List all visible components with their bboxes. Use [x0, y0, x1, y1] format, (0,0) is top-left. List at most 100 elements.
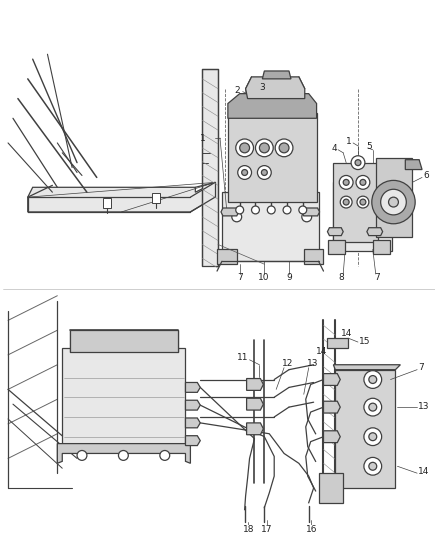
- Polygon shape: [185, 400, 200, 410]
- Circle shape: [381, 189, 406, 215]
- Polygon shape: [262, 71, 291, 79]
- Circle shape: [251, 206, 259, 214]
- Circle shape: [355, 160, 361, 166]
- Circle shape: [283, 206, 291, 214]
- Text: 17: 17: [261, 525, 273, 533]
- Polygon shape: [247, 398, 263, 410]
- Circle shape: [369, 376, 377, 383]
- Circle shape: [240, 143, 250, 153]
- Polygon shape: [222, 192, 318, 261]
- Circle shape: [160, 450, 170, 461]
- Polygon shape: [57, 443, 191, 463]
- Circle shape: [118, 450, 128, 461]
- Polygon shape: [376, 158, 412, 237]
- Polygon shape: [28, 182, 215, 212]
- Polygon shape: [221, 208, 239, 216]
- Polygon shape: [247, 423, 263, 435]
- Polygon shape: [217, 249, 237, 264]
- Text: 14: 14: [316, 348, 327, 357]
- Text: 14: 14: [418, 467, 430, 475]
- Polygon shape: [324, 374, 340, 385]
- Polygon shape: [318, 473, 343, 503]
- Circle shape: [343, 180, 349, 185]
- Circle shape: [369, 403, 377, 411]
- Polygon shape: [247, 378, 263, 390]
- Circle shape: [389, 197, 399, 207]
- Text: 7: 7: [418, 363, 424, 372]
- Polygon shape: [246, 77, 305, 99]
- Text: 7: 7: [374, 273, 379, 282]
- Polygon shape: [302, 208, 320, 216]
- Text: 16: 16: [306, 525, 317, 533]
- Circle shape: [242, 169, 247, 175]
- Polygon shape: [328, 228, 343, 236]
- Circle shape: [232, 212, 242, 222]
- Bar: [152, 193, 160, 203]
- Circle shape: [267, 206, 275, 214]
- Circle shape: [279, 143, 289, 153]
- Text: 4: 4: [332, 144, 337, 154]
- Polygon shape: [333, 163, 378, 241]
- Circle shape: [255, 139, 273, 157]
- Polygon shape: [367, 228, 383, 236]
- Polygon shape: [228, 94, 317, 118]
- Circle shape: [364, 370, 381, 389]
- Circle shape: [339, 175, 353, 189]
- Text: 10: 10: [258, 273, 270, 282]
- Polygon shape: [373, 239, 389, 254]
- Polygon shape: [405, 160, 422, 169]
- Circle shape: [238, 166, 251, 180]
- Text: 5: 5: [366, 142, 371, 151]
- Polygon shape: [333, 182, 392, 252]
- Polygon shape: [328, 338, 348, 348]
- Circle shape: [261, 169, 267, 175]
- Text: 3: 3: [259, 83, 265, 92]
- Polygon shape: [185, 418, 200, 428]
- Polygon shape: [185, 435, 200, 446]
- Polygon shape: [202, 69, 218, 266]
- Circle shape: [364, 428, 381, 446]
- Text: 1: 1: [346, 138, 352, 147]
- Polygon shape: [324, 401, 340, 413]
- Circle shape: [236, 206, 244, 214]
- Text: 11: 11: [237, 353, 248, 362]
- Polygon shape: [62, 348, 185, 443]
- Text: 13: 13: [418, 402, 430, 410]
- Text: 18: 18: [243, 525, 254, 533]
- Circle shape: [299, 206, 307, 214]
- Circle shape: [369, 462, 377, 470]
- Text: 9: 9: [286, 273, 292, 282]
- Polygon shape: [70, 330, 177, 352]
- Text: 15: 15: [359, 336, 371, 345]
- Circle shape: [236, 139, 254, 157]
- Text: 7: 7: [237, 273, 243, 282]
- Text: 2: 2: [235, 86, 240, 95]
- Circle shape: [356, 175, 370, 189]
- Circle shape: [357, 196, 369, 208]
- Polygon shape: [328, 239, 345, 254]
- Text: 14: 14: [341, 329, 353, 338]
- Polygon shape: [336, 370, 396, 488]
- Text: 12: 12: [282, 359, 293, 368]
- Polygon shape: [304, 249, 324, 264]
- Circle shape: [369, 433, 377, 441]
- Text: 8: 8: [338, 273, 344, 282]
- Circle shape: [364, 398, 381, 416]
- Circle shape: [360, 199, 366, 205]
- Circle shape: [258, 166, 271, 180]
- Bar: [102, 198, 110, 208]
- Circle shape: [372, 180, 415, 224]
- Circle shape: [360, 180, 366, 185]
- Polygon shape: [185, 383, 200, 392]
- Circle shape: [340, 196, 352, 208]
- Text: 6: 6: [423, 171, 429, 180]
- Circle shape: [351, 156, 365, 169]
- Polygon shape: [333, 365, 400, 370]
- Polygon shape: [228, 114, 317, 202]
- Circle shape: [275, 139, 293, 157]
- Text: 1: 1: [200, 133, 206, 142]
- Text: 13: 13: [307, 359, 318, 368]
- Circle shape: [364, 457, 381, 475]
- Circle shape: [302, 212, 312, 222]
- Circle shape: [259, 143, 269, 153]
